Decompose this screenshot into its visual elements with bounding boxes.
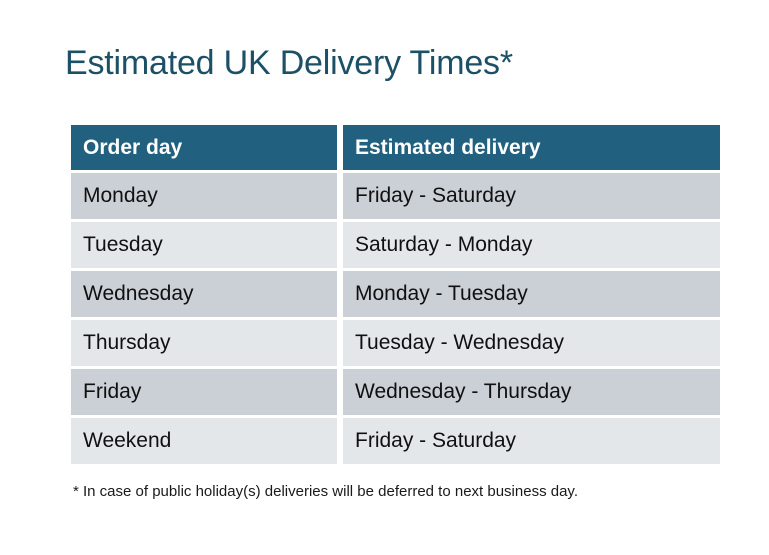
cell-estimated-delivery: Tuesday - Wednesday [343,320,720,366]
cell-estimated-delivery: Friday - Saturday [343,173,720,219]
cell-order-day: Friday [71,369,337,415]
column-header-order-day: Order day [71,125,337,170]
cell-order-day: Monday [71,173,337,219]
page-title: Estimated UK Delivery Times* [65,44,513,82]
table-header-row: Order day Estimated delivery [71,125,720,170]
table-body: Monday Friday - Saturday Tuesday Saturda… [71,173,720,464]
cell-estimated-delivery: Friday - Saturday [343,418,720,464]
table-row: Wednesday Monday - Tuesday [71,271,720,317]
cell-order-day: Wednesday [71,271,337,317]
table-row: Tuesday Saturday - Monday [71,222,720,268]
table-row: Thursday Tuesday - Wednesday [71,320,720,366]
table-row: Weekend Friday - Saturday [71,418,720,464]
cell-order-day: Weekend [71,418,337,464]
table-row: Monday Friday - Saturday [71,173,720,219]
cell-order-day: Tuesday [71,222,337,268]
cell-estimated-delivery: Monday - Tuesday [343,271,720,317]
cell-estimated-delivery: Wednesday - Thursday [343,369,720,415]
table-row: Friday Wednesday - Thursday [71,369,720,415]
table-header: Order day Estimated delivery [71,125,720,170]
cell-estimated-delivery: Saturday - Monday [343,222,720,268]
footnote: * In case of public holiday(s) deliverie… [73,483,578,500]
cell-order-day: Thursday [71,320,337,366]
column-header-estimated-delivery: Estimated delivery [343,125,720,170]
delivery-times-table: Order day Estimated delivery Monday Frid… [65,122,726,467]
